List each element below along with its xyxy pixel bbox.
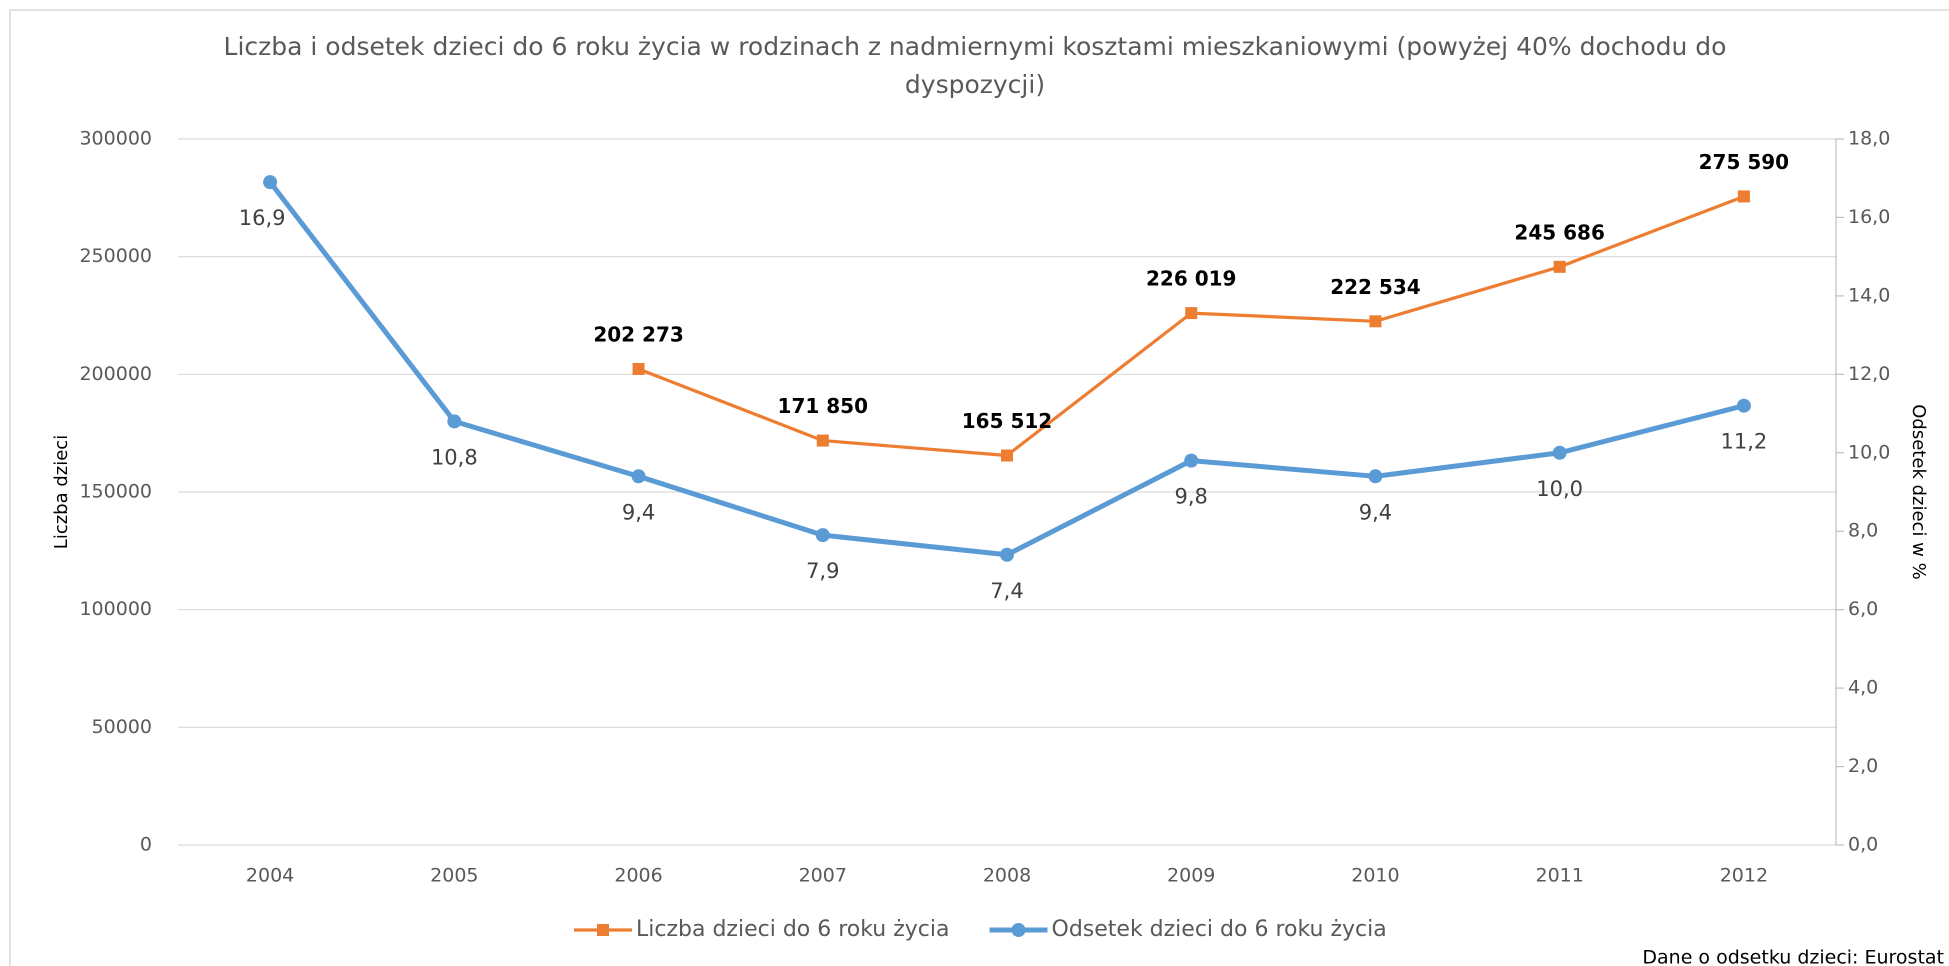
legend-marker xyxy=(1011,923,1026,937)
marker xyxy=(1000,547,1014,562)
y2-tick-label: 2,0 xyxy=(1848,755,1878,777)
x-tick-label: 2008 xyxy=(983,865,1031,887)
marker xyxy=(1369,315,1382,328)
data-label: 165 512 xyxy=(962,409,1052,433)
data-label: 275 590 xyxy=(1699,150,1789,174)
data-label: 10,0 xyxy=(1536,477,1583,501)
marker xyxy=(263,175,278,190)
y-axis-label: Liczba dzieci xyxy=(51,435,72,549)
x-tick-label: 2007 xyxy=(799,865,847,887)
marker xyxy=(1736,398,1751,413)
y2-tick-label: 4,0 xyxy=(1848,677,1878,699)
x-tick-label: 2006 xyxy=(614,865,662,887)
data-label: 202 273 xyxy=(593,322,683,346)
x-tick-label: 2005 xyxy=(430,865,478,887)
data-label: 245 686 xyxy=(1514,220,1604,244)
y2-tick-label: 14,0 xyxy=(1848,284,1890,306)
marker xyxy=(631,469,646,484)
x-tick-label: 2010 xyxy=(1351,865,1399,887)
marker xyxy=(1185,307,1198,320)
y-tick-label: 0 xyxy=(140,834,152,856)
data-label: 10,8 xyxy=(431,445,478,469)
annotation: Dane o odsetku dzieci: Eurostat xyxy=(1642,947,1944,966)
y2-tick-label: 6,0 xyxy=(1848,598,1878,620)
marker xyxy=(1184,453,1199,468)
y-tick-label: 200000 xyxy=(79,363,152,385)
data-label: 9,4 xyxy=(622,500,655,524)
y2-tick-label: 10,0 xyxy=(1848,441,1890,463)
chart-title: Liczba i odsetek dzieci do 6 roku życia … xyxy=(223,32,1727,99)
y-tick-label: 100000 xyxy=(79,598,152,620)
legend-label: Liczba dzieci do 6 roku życia xyxy=(636,917,950,942)
legend-marker xyxy=(597,924,609,936)
data-label: 7,9 xyxy=(806,559,839,583)
data-label: 16,9 xyxy=(239,206,286,230)
marker xyxy=(1001,449,1013,462)
data-label: 9,8 xyxy=(1175,485,1208,509)
data-label: 171 850 xyxy=(778,394,868,418)
marker xyxy=(1737,190,1750,203)
marker xyxy=(816,434,829,447)
y2-tick-label: 8,0 xyxy=(1848,520,1878,542)
y2-tick-label: 0,0 xyxy=(1848,834,1878,856)
y-tick-label: 300000 xyxy=(79,128,152,150)
y2-tick-label: 16,0 xyxy=(1848,206,1890,228)
y2-tick-label: 18,0 xyxy=(1848,128,1890,150)
y-tick-label: 50000 xyxy=(92,716,152,738)
marker xyxy=(632,362,645,375)
marker xyxy=(447,414,462,429)
data-label: 226 019 xyxy=(1146,267,1236,291)
data-label: 7,4 xyxy=(990,579,1023,603)
legend-label: Odsetek dzieci do 6 roku życia xyxy=(1052,917,1387,942)
marker xyxy=(1368,469,1383,484)
marker xyxy=(1553,260,1566,273)
y2-axis-label: Odsetek dzieci w % xyxy=(1908,404,1929,579)
x-tick-label: 2009 xyxy=(1167,865,1215,887)
y-tick-label: 250000 xyxy=(79,245,152,267)
x-tick-label: 2012 xyxy=(1720,865,1768,887)
x-tick-label: 2011 xyxy=(1535,865,1583,887)
y-tick-label: 150000 xyxy=(79,481,152,503)
y2-tick-label: 12,0 xyxy=(1848,363,1890,385)
data-label: 9,4 xyxy=(1359,500,1392,524)
marker xyxy=(815,528,830,543)
data-label: 11,2 xyxy=(1721,430,1768,454)
data-label: 222 534 xyxy=(1330,275,1420,299)
chart-border xyxy=(9,9,1949,966)
x-tick-label: 2004 xyxy=(246,865,294,887)
marker xyxy=(1552,445,1567,460)
